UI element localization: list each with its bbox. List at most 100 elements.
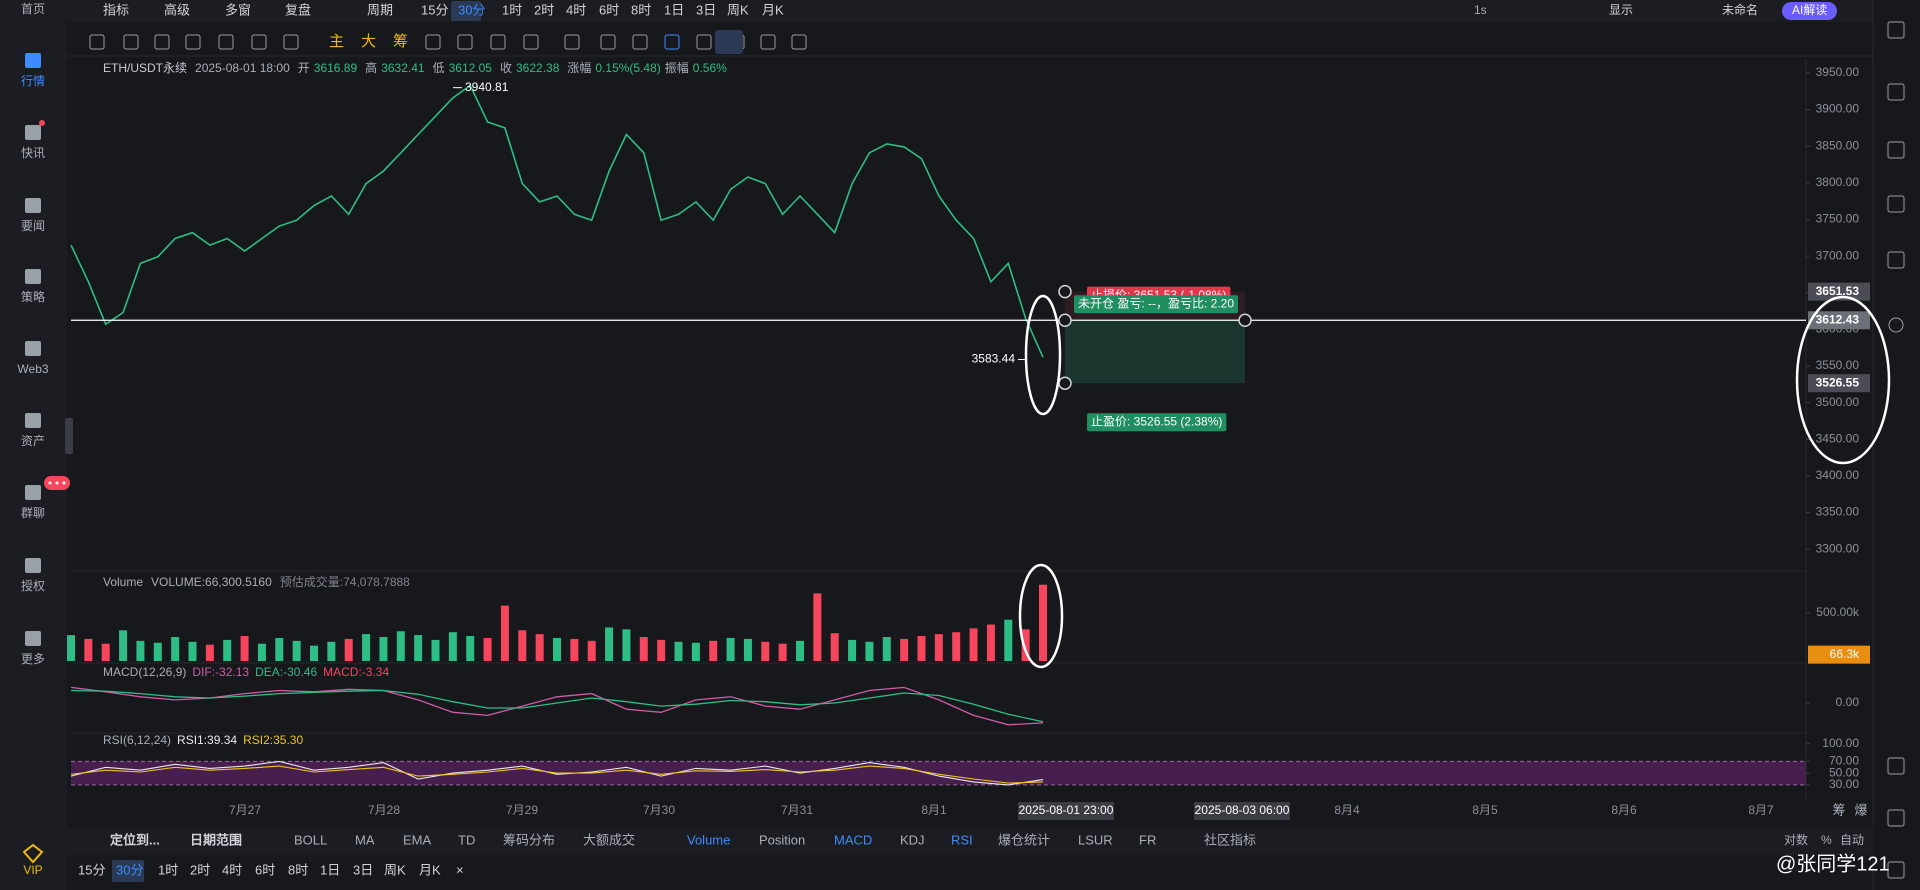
tool-icon[interactable] xyxy=(457,34,473,50)
handle[interactable] xyxy=(1058,284,1072,299)
axis-button[interactable]: 筹 xyxy=(1832,802,1845,817)
topbar-item[interactable]: 未命名 xyxy=(1722,2,1758,17)
topbar-item[interactable]: 4时 xyxy=(566,2,586,17)
timeframe[interactable]: 1日 xyxy=(320,862,340,877)
indicator-tab[interactable]: KDJ xyxy=(900,832,925,847)
topbar-item[interactable]: 1s xyxy=(1474,3,1487,17)
indicator-tab[interactable]: LSUR xyxy=(1078,832,1113,847)
indicator-tab[interactable]: RSI xyxy=(951,832,973,847)
topbar-item[interactable]: 2时 xyxy=(534,2,554,17)
scale-option[interactable]: 对数 xyxy=(1784,832,1808,847)
sidebar-item[interactable]: 快讯 xyxy=(21,146,45,160)
sidebar-item[interactable]: VIP xyxy=(23,863,42,877)
tool-icon[interactable] xyxy=(251,34,267,50)
indicator-tab[interactable]: Volume xyxy=(687,832,730,847)
indicator-tab[interactable]: 筹码分布 xyxy=(503,832,555,847)
indicator-tab[interactable]: MACD xyxy=(834,832,872,847)
handle[interactable] xyxy=(1058,376,1072,390)
topbar-item[interactable]: 复盘 xyxy=(285,2,311,17)
icon[interactable] xyxy=(1887,83,1905,101)
indicator-tab[interactable]: MA xyxy=(355,832,375,847)
sidebar-item[interactable]: Web3 xyxy=(17,362,48,376)
timeframe[interactable]: 2时 xyxy=(190,862,210,877)
icon[interactable] xyxy=(1887,141,1905,159)
sidebar-item[interactable]: 更多 xyxy=(21,652,45,666)
indicator-tab[interactable]: 大额成交 xyxy=(583,832,635,847)
indicator-tab[interactable]: 定位到... xyxy=(109,832,160,847)
topbar-item[interactable]: 3日 xyxy=(696,2,716,17)
tool-text[interactable]: 筹 xyxy=(393,33,408,50)
timeframe[interactable]: 6时 xyxy=(255,862,275,877)
tool-text[interactable]: 大 xyxy=(361,33,376,50)
tool-icon[interactable] xyxy=(564,34,580,50)
topbar-item[interactable]: 8时 xyxy=(631,2,651,17)
timeframe[interactable]: 3日 xyxy=(353,862,373,877)
tool-icon[interactable] xyxy=(760,34,776,50)
icon[interactable] xyxy=(1887,21,1905,39)
tool-icon[interactable] xyxy=(791,34,807,50)
tool-icon[interactable] xyxy=(89,34,105,50)
tool-icon[interactable] xyxy=(123,34,139,50)
topbar-item[interactable]: 多窗 xyxy=(225,2,251,17)
topbar-item[interactable]: 1日 xyxy=(664,2,684,17)
scale-option[interactable]: 自动 xyxy=(1840,833,1864,847)
topbar-item[interactable]: 15分 xyxy=(421,2,448,17)
timeframe[interactable]: 周K xyxy=(384,862,406,877)
topbar-item[interactable]: 月K xyxy=(762,2,784,17)
axis-button[interactable]: 爆 xyxy=(1854,802,1867,817)
topbar-item[interactable]: 周期 xyxy=(367,2,393,17)
sidebar-item[interactable]: 行情 xyxy=(21,74,45,88)
timeframe[interactable]: 1时 xyxy=(158,862,178,877)
icon[interactable] xyxy=(1887,809,1905,827)
icon[interactable] xyxy=(1887,251,1905,269)
topbar-item[interactable]: AI解读 xyxy=(1792,3,1827,17)
indicator-tab[interactable]: TD xyxy=(458,832,475,847)
sidebar-item[interactable]: 策略 xyxy=(21,289,45,304)
tool-icon[interactable] xyxy=(632,34,648,50)
icon[interactable] xyxy=(1887,195,1905,213)
timeframe[interactable]: 月K xyxy=(419,862,441,877)
sidebar-item[interactable]: 群聊 xyxy=(21,506,45,520)
scale-option[interactable]: % xyxy=(1821,833,1832,847)
tool-icon[interactable] xyxy=(600,34,616,50)
indicator-tab[interactable]: 爆仓统计 xyxy=(998,832,1050,847)
collapse-handle[interactable] xyxy=(65,418,73,454)
sidebar-item[interactable]: 授权 xyxy=(21,578,45,593)
handle[interactable] xyxy=(1058,313,1072,328)
tool-icon[interactable] xyxy=(490,34,506,50)
topbar-item[interactable]: 周K xyxy=(727,2,749,17)
tool-icon[interactable] xyxy=(523,34,539,50)
sidebar-item[interactable]: 资产 xyxy=(21,434,45,448)
timeframe[interactable]: 15分 xyxy=(78,862,105,877)
topbar-item[interactable]: 6时 xyxy=(599,2,619,17)
topbar-item[interactable]: 高级 xyxy=(164,2,190,17)
sidebar-item[interactable]: 要闻 xyxy=(21,219,45,233)
timeframe[interactable]: 4时 xyxy=(222,862,242,877)
timeframe[interactable]: × xyxy=(456,862,464,877)
timeframe[interactable]: 30分 xyxy=(116,862,143,877)
icon[interactable] xyxy=(1888,317,1904,333)
topbar-item[interactable]: 1时 xyxy=(502,2,522,17)
tool-icon[interactable] xyxy=(154,34,170,50)
topbar-item[interactable]: 指标 xyxy=(103,2,129,17)
tool-icon[interactable] xyxy=(696,34,712,50)
topbar-item[interactable]: 显示 xyxy=(1609,3,1633,17)
handle[interactable] xyxy=(1238,313,1252,328)
tool-text[interactable]: 主 xyxy=(329,33,344,50)
tool-icon[interactable] xyxy=(425,34,441,50)
icon[interactable] xyxy=(1887,861,1905,879)
tool-icon[interactable] xyxy=(283,34,299,50)
tool-icon[interactable] xyxy=(185,34,201,50)
indicator-tab[interactable]: FR xyxy=(1139,832,1156,847)
indicator-tab[interactable]: BOLL xyxy=(294,832,327,847)
indicator-tab[interactable]: 社区指标 xyxy=(1204,832,1256,847)
ai-pill[interactable] xyxy=(1782,2,1837,20)
timeframe[interactable]: 8时 xyxy=(288,862,308,877)
indicator-tab[interactable]: EMA xyxy=(403,832,432,847)
indicator-tab[interactable]: 日期范围 xyxy=(190,832,242,847)
tool-icon[interactable] xyxy=(218,34,234,50)
tool-icon[interactable] xyxy=(664,34,680,50)
sidebar-item[interactable]: 首页 xyxy=(21,2,45,16)
indicator-tab[interactable]: Position xyxy=(759,832,805,847)
icon[interactable] xyxy=(1887,757,1905,775)
